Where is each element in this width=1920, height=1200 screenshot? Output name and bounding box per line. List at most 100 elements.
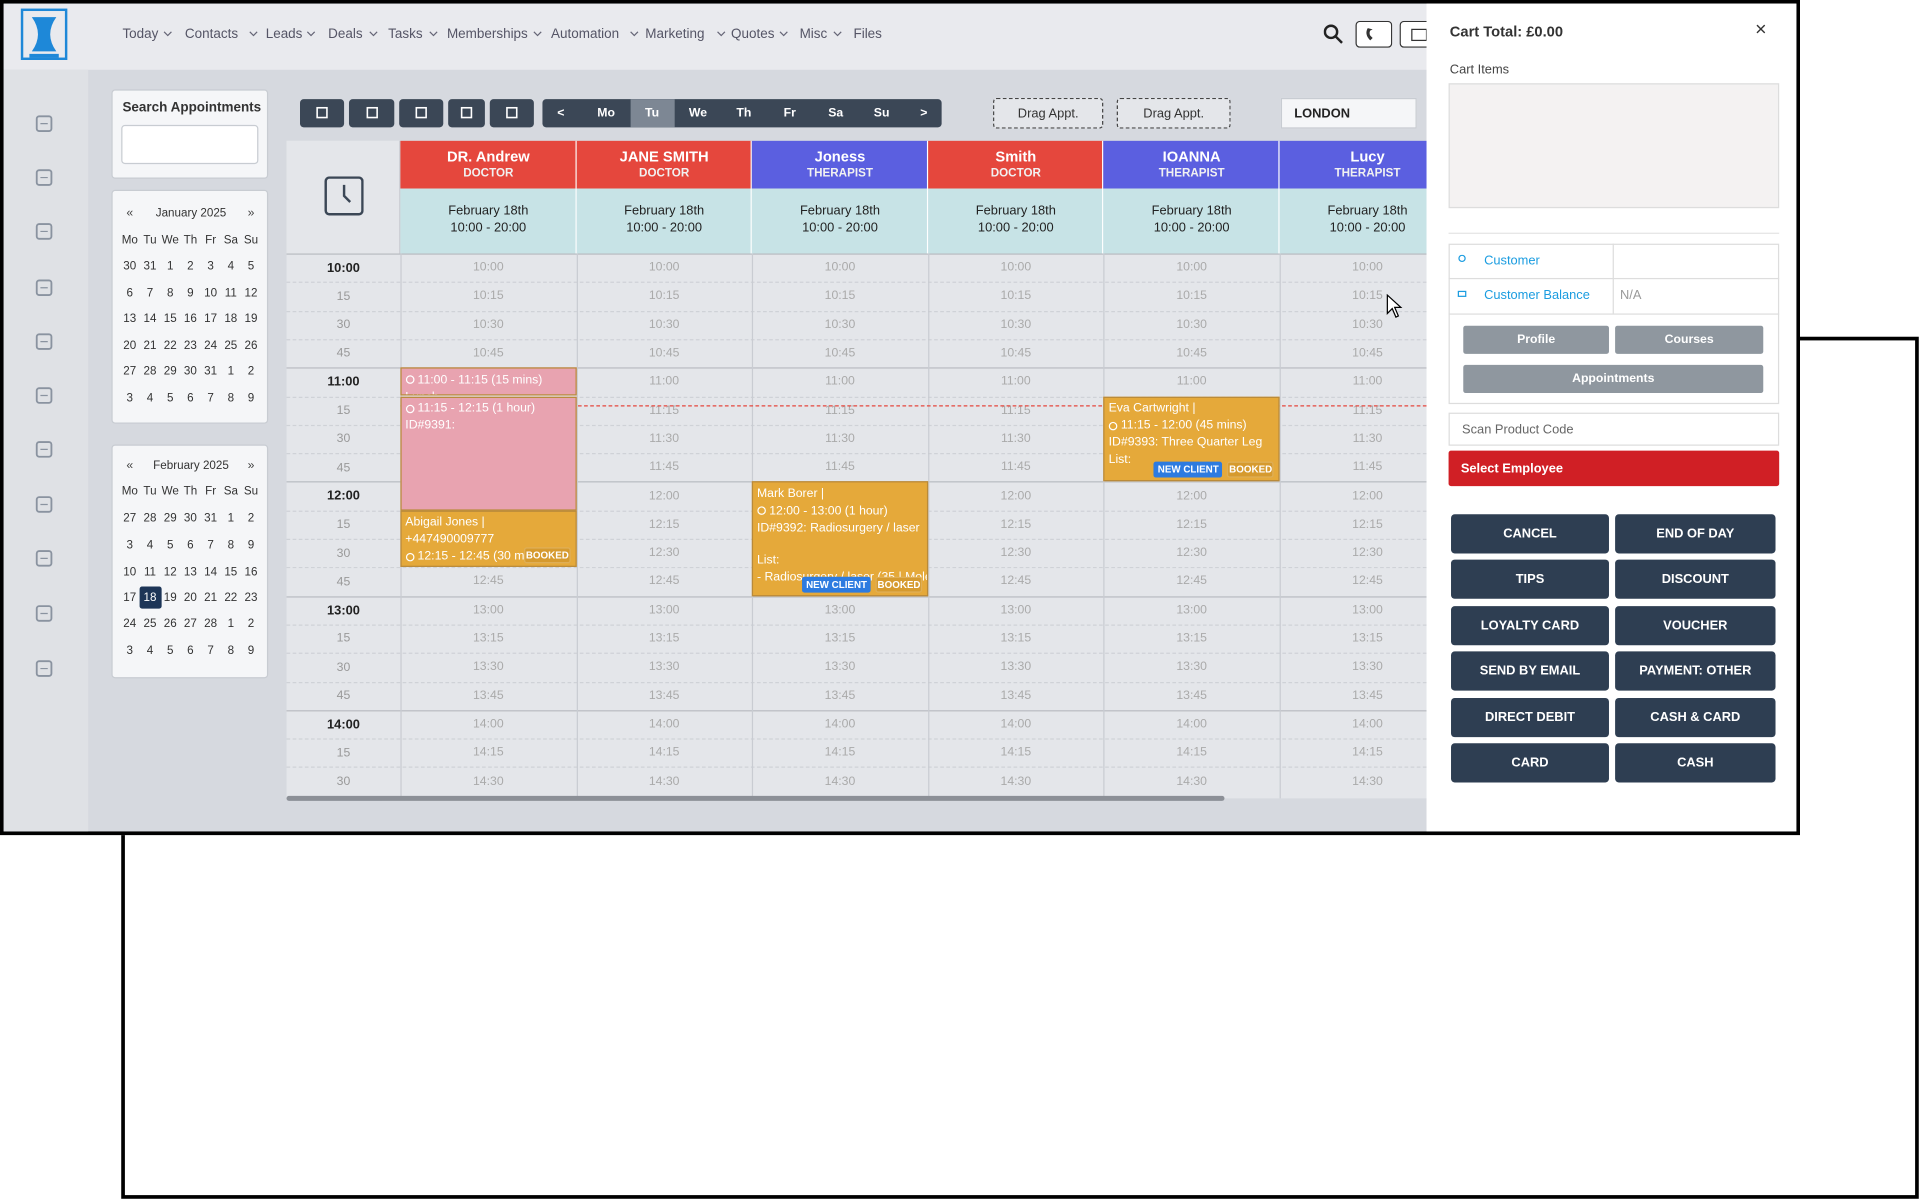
- slot-label[interactable]: 11:30: [825, 432, 855, 446]
- calendar-day[interactable]: 7: [207, 643, 214, 657]
- calendar-day[interactable]: 12: [244, 285, 258, 300]
- slot-label[interactable]: 14:30: [648, 774, 680, 788]
- calendar-day[interactable]: 22: [224, 590, 238, 605]
- slot-label[interactable]: 14:00: [1176, 717, 1207, 731]
- calendar-day[interactable]: 4: [146, 538, 154, 552]
- slot-label[interactable]: 13:15: [1176, 631, 1207, 646]
- slot-label[interactable]: 14:30: [824, 774, 856, 788]
- calendar-day[interactable]: 10: [123, 565, 137, 579]
- calendar-day[interactable]: 9: [247, 538, 255, 552]
- calendar-day[interactable]: 22: [163, 338, 177, 353]
- slot-label[interactable]: 10:45: [1176, 346, 1207, 361]
- toolbar-icon-button[interactable]: [300, 99, 345, 128]
- slot-label[interactable]: 13:00: [1352, 603, 1383, 617]
- slot-label[interactable]: 11:00: [649, 375, 680, 389]
- payment-action[interactable]: VOUCHER: [1615, 605, 1776, 646]
- calendar-prev[interactable]: «: [126, 458, 134, 473]
- sidebar-icon[interactable]: [34, 604, 54, 624]
- slot-label[interactable]: 10:15: [1176, 289, 1207, 303]
- slot-label[interactable]: 12:30: [1176, 546, 1207, 560]
- calendar-day[interactable]: 21: [204, 590, 218, 605]
- calendar-day[interactable]: 28: [143, 511, 157, 525]
- calendar-day[interactable]: 5: [166, 391, 174, 405]
- slot-label[interactable]: 13:45: [1352, 688, 1383, 703]
- calendar-day[interactable]: 17: [123, 590, 137, 605]
- slot-label[interactable]: 12:45: [1000, 574, 1032, 589]
- slot-label[interactable]: 10:45: [1352, 346, 1383, 361]
- calendar-day[interactable]: 2: [247, 364, 255, 378]
- nav-menu-item[interactable]: Deals: [328, 26, 363, 42]
- slot-label[interactable]: 11:45: [1000, 460, 1031, 475]
- slot-label[interactable]: 11:15: [825, 403, 855, 418]
- slot-label[interactable]: 10:00: [648, 260, 680, 275]
- calendar-day[interactable]: 6: [187, 643, 194, 657]
- slot-label[interactable]: 14:00: [824, 717, 856, 731]
- toolbar-icon-button[interactable]: [399, 99, 444, 128]
- slot-label[interactable]: 13:15: [648, 631, 680, 646]
- payment-action[interactable]: DISCOUNT: [1615, 560, 1776, 600]
- calendar-day[interactable]: 3: [126, 643, 134, 657]
- cart-close[interactable]: ×: [1755, 19, 1767, 41]
- toolbar-icon-button[interactable]: [448, 99, 485, 128]
- calendar-day[interactable]: 30: [123, 258, 137, 273]
- payment-action[interactable]: CARD: [1451, 743, 1609, 783]
- slot-label[interactable]: 12:15: [1176, 517, 1207, 532]
- calendar-day[interactable]: 1: [166, 258, 174, 273]
- slot-label[interactable]: 11:30: [649, 432, 680, 446]
- slot-label[interactable]: 11:15: [1000, 403, 1031, 418]
- calendar-day[interactable]: 24: [204, 338, 218, 353]
- calendar-day[interactable]: 7: [207, 391, 214, 405]
- slot-label[interactable]: 10:30: [648, 318, 680, 332]
- calendar-day[interactable]: 14: [204, 565, 218, 579]
- calendar-day[interactable]: 7: [207, 538, 214, 552]
- location-select[interactable]: LONDON: [1280, 97, 1417, 129]
- slot-label[interactable]: 14:15: [472, 746, 504, 760]
- slot-label[interactable]: 12:45: [472, 574, 504, 589]
- slot-label[interactable]: 12:30: [1352, 546, 1383, 560]
- calendar-day[interactable]: 9: [247, 391, 255, 405]
- slot-label[interactable]: 10:30: [1352, 318, 1383, 332]
- toolbar-icon-button[interactable]: [489, 99, 534, 128]
- slot-label[interactable]: 10:45: [648, 346, 680, 361]
- slot-label[interactable]: 12:45: [1352, 574, 1383, 589]
- appointment[interactable]: Abigail Jones | +447490009777 12:15 - 12:4…: [400, 510, 577, 568]
- customer-button[interactable]: Appointments: [1463, 364, 1764, 394]
- slot-label[interactable]: 12:30: [648, 546, 680, 560]
- calendar-day[interactable]: 12: [163, 565, 177, 579]
- calendar-day[interactable]: 26: [244, 338, 258, 353]
- day-nav-button[interactable]: Sa: [828, 106, 844, 121]
- slot-label[interactable]: 10:45: [824, 346, 856, 361]
- slot-label[interactable]: 10:45: [1000, 346, 1032, 361]
- calendar-day[interactable]: 17: [204, 311, 218, 326]
- calendar-day[interactable]: 25: [224, 338, 238, 353]
- appointment[interactable]: 11:00 - 11:15 (15 mins)Lunch: [400, 367, 577, 397]
- calendar-day[interactable]: 26: [163, 616, 177, 631]
- slot-label[interactable]: 11:30: [1352, 432, 1383, 446]
- calendar-day[interactable]: 23: [244, 590, 258, 605]
- slot-label[interactable]: 13:00: [1176, 603, 1207, 617]
- slot-label[interactable]: 13:30: [1352, 660, 1383, 674]
- payment-action[interactable]: LOYALTY CARD: [1451, 605, 1609, 646]
- nav-menu-item[interactable]: Quotes: [731, 26, 775, 42]
- slot-label[interactable]: 14:00: [472, 717, 504, 731]
- search-icon[interactable]: [1323, 24, 1344, 44]
- slot-label[interactable]: 10:15: [1352, 289, 1383, 303]
- slot-label[interactable]: 10:45: [472, 346, 504, 361]
- calendar-day[interactable]: 9: [187, 285, 194, 300]
- slot-label[interactable]: 10:15: [472, 289, 504, 303]
- customer-button[interactable]: Courses: [1615, 325, 1764, 354]
- slot-label[interactable]: 10:00: [824, 260, 856, 275]
- slot-label[interactable]: 14:00: [1000, 717, 1032, 731]
- nav-menu-item[interactable]: Marketing: [645, 26, 705, 42]
- slot-label[interactable]: 13:00: [472, 603, 504, 617]
- slot-label[interactable]: 14:30: [472, 774, 504, 788]
- calendar-day[interactable]: 27: [183, 616, 197, 631]
- calendar-day[interactable]: 16: [183, 311, 197, 326]
- slot-label[interactable]: 13:45: [1000, 688, 1032, 703]
- payment-action[interactable]: SEND BY EMAIL: [1451, 651, 1609, 691]
- calendar-day[interactable]: 31: [204, 511, 218, 525]
- calendar-day[interactable]: 7: [146, 285, 154, 300]
- calendar-day[interactable]: 19: [244, 311, 258, 326]
- day-nav-button[interactable]: <: [557, 106, 565, 121]
- slot-label[interactable]: 14:30: [1176, 774, 1207, 788]
